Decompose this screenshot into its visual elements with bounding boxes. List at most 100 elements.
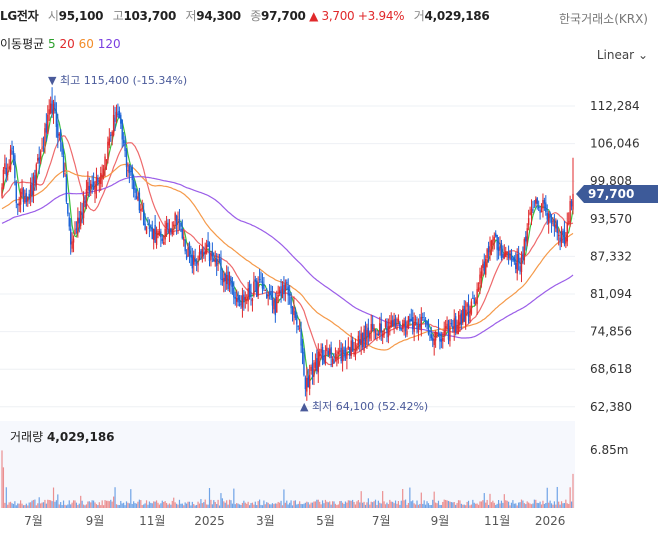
candle-body xyxy=(416,321,418,329)
candle-body xyxy=(371,323,374,330)
candle-body xyxy=(357,335,360,346)
candle-body xyxy=(310,366,312,371)
volume-bar xyxy=(95,504,98,508)
volume-bar xyxy=(244,502,246,508)
candle-body xyxy=(240,301,242,306)
candle-body xyxy=(256,280,258,297)
candle-body xyxy=(108,138,111,146)
candle-body xyxy=(28,193,30,199)
candle-body xyxy=(102,168,105,177)
candle-body xyxy=(155,230,158,246)
volume-bar xyxy=(486,499,488,508)
candle-body xyxy=(180,222,182,227)
candle-body xyxy=(49,103,52,114)
candle-body xyxy=(45,123,48,133)
volume-bar xyxy=(406,504,408,508)
volume-bar xyxy=(493,502,495,508)
volume-bar xyxy=(316,499,318,508)
candle-body xyxy=(341,349,344,362)
candle-body xyxy=(483,261,485,271)
volume-bar xyxy=(479,501,481,508)
volume-bar xyxy=(387,504,389,508)
volume-bar xyxy=(399,504,401,508)
candle-body xyxy=(250,292,252,297)
candle-body xyxy=(24,197,26,203)
candle-body xyxy=(184,239,186,252)
candle-body xyxy=(389,325,391,330)
volume-bar xyxy=(100,505,102,508)
volume-bar xyxy=(390,501,392,508)
volume-bar xyxy=(220,493,222,508)
volume-bar xyxy=(560,501,563,508)
volume-bar xyxy=(311,502,314,508)
volume-bar xyxy=(520,499,523,508)
volume-bar xyxy=(127,502,129,508)
volume-value: 4,029,186 xyxy=(424,9,490,23)
volume-bar xyxy=(88,501,90,508)
volume-bar xyxy=(389,499,391,508)
volume-bar xyxy=(121,503,123,508)
volume-bar xyxy=(293,500,295,508)
candle-body xyxy=(446,323,448,329)
volume-bar xyxy=(542,500,544,508)
volume-bar xyxy=(264,504,266,508)
candle-body xyxy=(412,317,414,330)
candle-body xyxy=(565,238,567,244)
candle-body xyxy=(396,326,398,330)
volume-bar xyxy=(60,502,62,508)
volume-bar xyxy=(349,500,351,508)
volume-bar xyxy=(227,504,229,508)
candle-body xyxy=(503,253,506,258)
ma60-label[interactable]: 60 xyxy=(78,37,94,51)
volume-bar xyxy=(74,500,76,508)
x-tick-label: 3월 xyxy=(256,514,275,528)
candle-body xyxy=(366,330,368,344)
candle-body xyxy=(337,351,340,354)
candle-body xyxy=(308,374,311,389)
volume-bar xyxy=(80,495,82,508)
candle-body xyxy=(68,217,70,227)
scale-dropdown[interactable]: Linear ⌄ xyxy=(597,48,648,62)
ma5-label[interactable]: 5 xyxy=(48,37,56,51)
x-tick-label: 2025 xyxy=(194,514,225,528)
candle-body xyxy=(228,275,231,286)
volume-bar xyxy=(549,500,551,508)
candle-body xyxy=(369,332,371,339)
candle-body xyxy=(174,213,176,221)
candle-body xyxy=(422,317,424,319)
candle-body xyxy=(339,350,341,352)
volume-bar xyxy=(273,504,275,508)
candle-body xyxy=(142,209,145,225)
volume-bar xyxy=(336,505,338,508)
change-percent: +3.94% xyxy=(357,9,405,23)
ma120-label[interactable]: 120 xyxy=(97,37,121,51)
candle-body xyxy=(300,329,302,346)
volume-bar xyxy=(72,500,75,508)
volume-bar xyxy=(414,504,417,508)
volume-bar xyxy=(329,501,331,508)
candle-body xyxy=(201,248,204,257)
candle-body xyxy=(350,340,352,356)
volume-bar xyxy=(45,503,47,508)
candle-body xyxy=(4,163,6,169)
volume-bar xyxy=(208,488,211,508)
y-tick-label: 112,284 xyxy=(590,99,640,113)
volume-bar xyxy=(5,487,7,508)
volume-bar xyxy=(98,502,100,508)
volume-bar xyxy=(241,502,244,508)
volume-bar xyxy=(256,505,258,508)
volume-bar xyxy=(24,505,26,508)
volume-bar xyxy=(363,501,365,508)
candle-body xyxy=(497,247,500,251)
candle-body xyxy=(556,220,558,234)
volume-bar xyxy=(47,499,49,508)
volume-bar xyxy=(341,502,344,508)
ma20-label[interactable]: 20 xyxy=(59,37,75,51)
candle-body xyxy=(397,318,400,323)
volume-tick-label: 6.85m xyxy=(590,443,628,457)
volume-bar xyxy=(476,503,478,508)
volume-bar xyxy=(115,504,118,508)
candle-body xyxy=(62,155,65,172)
volume-bar xyxy=(459,500,461,508)
